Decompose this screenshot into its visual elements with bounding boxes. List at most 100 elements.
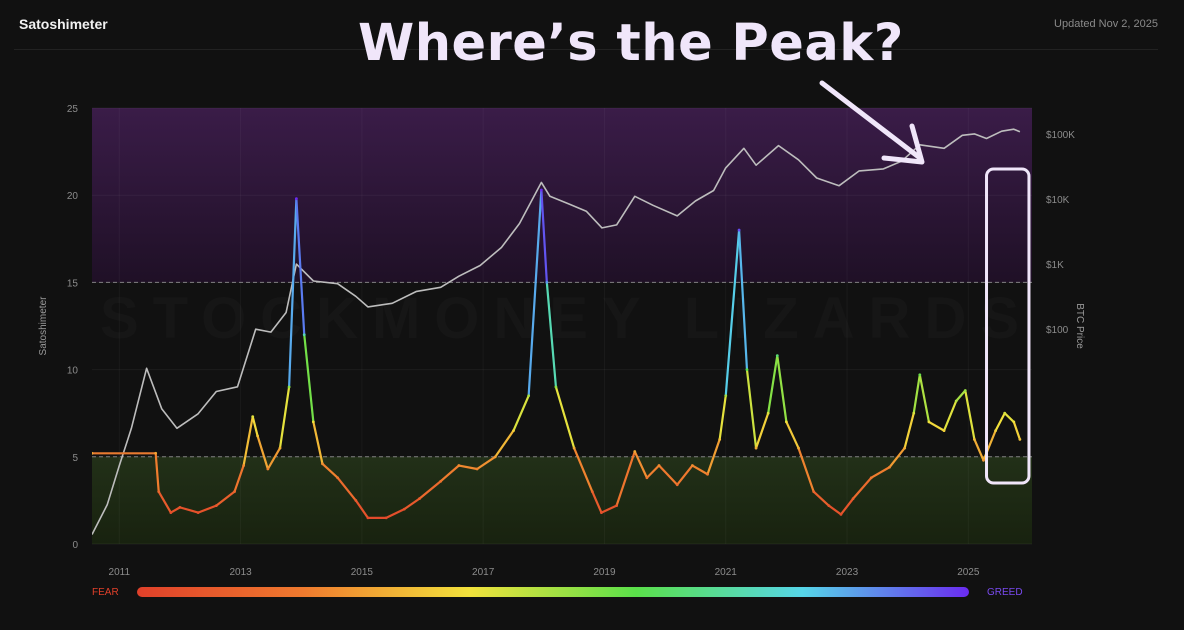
meter-segment [754,412,770,450]
meter-point [157,490,161,494]
meter-segment [403,497,421,511]
meter-segment [439,464,461,483]
meter-segment [418,480,442,500]
meter-point [888,465,891,469]
meter-segment [256,434,269,471]
meter-segment [827,504,843,516]
app-title: Satoshimeter [19,16,108,32]
meter-segment [994,412,1006,432]
meter-point [675,483,679,487]
meter-segment [964,389,976,441]
meter-segment [494,429,515,458]
meter-point [942,429,946,433]
meter-point [766,411,770,415]
x-tick-label: 2011 [109,567,131,578]
right-axis-ticks: $100 $1K $10K $100K [1046,130,1075,336]
meter-point [475,467,479,471]
meter-point [527,394,531,398]
meter-point [384,516,388,520]
meter-segment [718,394,727,441]
meter-segment [776,354,788,424]
y-tick-label: 10 [67,366,79,377]
meter-point [615,504,618,508]
meter-point [812,490,816,494]
meter-segment [545,281,558,389]
meter-point [706,472,709,476]
meter-segment [266,446,282,471]
meter-segment [154,452,160,493]
fear-label: FEAR [92,587,119,598]
meter-segment [745,368,758,450]
meter-segment [942,399,958,432]
meter-segment [918,373,931,424]
threshold-lines [92,281,1032,458]
meter-segment [724,228,741,397]
meter-segment [512,394,530,432]
meter-point [214,504,218,508]
meter-segment [955,389,967,403]
x-tick-label: 2013 [229,567,252,578]
meter-point [972,437,976,441]
meter-segment [912,373,921,415]
meter-segment [676,464,694,486]
meter-segment [812,490,830,507]
x-tick-label: 2025 [957,567,980,578]
meter-segment [903,412,915,450]
meter-point [851,497,855,501]
meter-point [366,516,370,520]
x-tick-label: 2021 [715,567,738,578]
meter-point [336,476,340,480]
y-axis-ticks: 0 5 10 15 20 25 [67,104,79,551]
meter-segment [706,438,721,476]
meter-segment [1012,420,1021,441]
meter-point [439,479,443,483]
meter-segment [457,464,479,471]
x-tick-label: 2015 [351,567,374,578]
meter-point [251,415,255,419]
meter-point [600,511,603,515]
meter-segment [888,446,906,469]
meter-point [657,464,661,467]
meter-segment [242,415,254,467]
meter-point [982,458,985,462]
meter-segment [633,450,649,479]
meter-point [645,476,649,480]
meter-point [1003,411,1007,415]
meter-segment [767,354,779,415]
meter-point [311,420,315,424]
y-tick-label: 20 [67,191,79,202]
meter-point [963,389,967,392]
highlight-box [985,167,1031,485]
meter-point [512,429,515,433]
meter-segment [278,385,291,450]
meter-point [554,385,558,389]
greed-label: GREED [987,587,1023,598]
meter-segment [475,455,497,471]
satoshimeter-line [92,188,1021,519]
meter-point [539,188,543,192]
meter-segment [178,506,200,514]
meter-point [233,490,236,494]
fear-greed-gradient-bar [137,587,969,597]
meter-point [724,394,728,398]
greed-zone-band [92,108,1032,283]
meter-point [294,197,298,201]
meter-segment [573,446,594,493]
meter-point [572,446,576,450]
meter-point [1012,420,1016,424]
meter-point [92,451,94,455]
meter-segment [169,506,182,514]
right-tick-label: $10K [1046,195,1070,206]
meter-point [196,511,200,515]
x-tick-label: 2017 [472,567,495,578]
meter-point [903,446,907,450]
meter-point [354,499,358,502]
meter-segment [839,497,855,516]
right-tick-label: $100 [1046,325,1069,336]
meter-point [178,505,182,509]
meter-segment [157,490,172,514]
meter-point [839,512,843,516]
meter-point [590,490,594,494]
meter-segment [527,188,543,397]
